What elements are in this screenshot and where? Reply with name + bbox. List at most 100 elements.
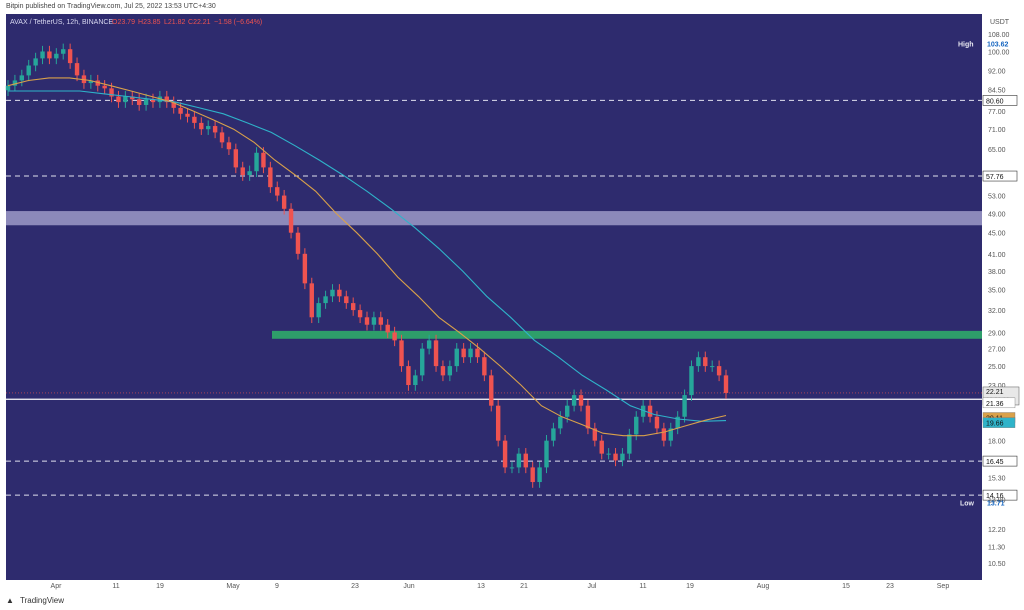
candle-body	[709, 366, 715, 368]
candle-body	[288, 208, 294, 233]
candle-body	[620, 453, 625, 461]
x-tick-label: Jul	[588, 583, 597, 590]
candle-body	[461, 348, 466, 358]
candle-body	[123, 96, 128, 103]
x-tick-label: 21	[520, 583, 528, 590]
y-tick-label: 65.00	[988, 147, 1006, 154]
candle-body	[606, 453, 611, 455]
candle-body	[565, 405, 570, 417]
level-label-box	[982, 489, 1018, 501]
low-value: 13.71	[987, 500, 1005, 507]
candle-body	[413, 375, 418, 386]
price-axis-background	[982, 14, 1024, 580]
candle-body	[703, 357, 708, 367]
y-tick-label: 35.00	[988, 288, 1006, 295]
candle-body	[150, 99, 156, 103]
candle-body	[585, 405, 591, 429]
candle-body	[640, 405, 646, 417]
candle-body	[530, 467, 535, 483]
plot-background	[6, 14, 982, 580]
candle-body	[67, 49, 73, 64]
candle-body	[599, 440, 604, 454]
candle-body	[199, 122, 204, 130]
candle-body	[219, 132, 225, 143]
candle-body	[723, 375, 729, 393]
ma-label-box	[982, 397, 1016, 409]
y-tick-label: 53.00	[988, 194, 1006, 201]
candle-body	[544, 440, 549, 468]
y-tick-label: 38.00	[988, 269, 1006, 276]
publisher-line: Bitpin published on TradingView.com, Jul…	[6, 3, 216, 10]
x-tick-label: Apr	[51, 583, 63, 590]
candle-body	[509, 467, 515, 469]
ohlc-low: L21.82	[164, 19, 186, 26]
candle-body	[254, 152, 259, 172]
candle-body	[330, 289, 335, 297]
candle-body	[558, 416, 563, 429]
level-label: 14.16	[986, 493, 1004, 500]
candle-body	[495, 405, 501, 441]
y-tick-label: 49.00	[988, 211, 1006, 218]
candle-body	[185, 113, 190, 117]
candle-body	[482, 357, 487, 376]
candle-body	[26, 65, 31, 76]
candle-body	[74, 63, 80, 76]
candle-body	[95, 80, 100, 86]
ma-label-value: 19.66	[986, 421, 1004, 428]
level-label: 16.45	[986, 459, 1004, 466]
x-tick-label: Jun	[403, 583, 414, 590]
y-tick-label: 108.00	[988, 32, 1010, 39]
x-tick-label: 19	[686, 583, 694, 590]
y-tick-label: 71.00	[988, 127, 1006, 134]
publisher-bar: Bitpin published on TradingView.com, Jul…	[0, 0, 1024, 14]
ohlc-close: C22.21	[188, 19, 211, 26]
candle-body	[634, 416, 639, 435]
level-label-box	[982, 95, 1018, 106]
candle-body	[130, 96, 135, 100]
candlestick-chart[interactable]: 80.60 57.76 16.45 14.16 108.00 100.00 92.00 84.…	[0, 14, 1024, 592]
candle-body	[468, 348, 473, 358]
ma-fast-line	[7, 77, 727, 437]
candle-body	[47, 51, 52, 59]
candle-body	[192, 116, 197, 123]
level-label-box	[982, 455, 1018, 467]
candle-body	[54, 53, 59, 59]
y-tick-label: 41.00	[988, 252, 1006, 259]
symbol-line: AVAX / TetherUS, 12h, BINANCE	[10, 19, 113, 26]
candle-body	[502, 440, 508, 468]
low-label: Low	[960, 500, 975, 507]
candle-body	[654, 416, 660, 429]
candle-body	[275, 187, 280, 196]
candle-body	[440, 366, 446, 376]
y-tick-label: 29.00	[988, 330, 1006, 337]
y-tick-label: 32.00	[988, 308, 1006, 315]
candle-body	[399, 340, 404, 367]
candle-body	[675, 416, 680, 429]
candle-body	[357, 310, 363, 318]
candle-body	[164, 96, 169, 103]
ohlc-high: H23.85	[138, 19, 161, 26]
candle-body	[337, 289, 342, 297]
candle-body	[364, 317, 370, 325]
high-label: High	[958, 41, 974, 48]
y-tick-label: 13.90	[988, 497, 1006, 504]
zone-resistance	[6, 211, 982, 226]
level-label: 57.76	[986, 174, 1004, 181]
x-tick-label: 23	[886, 583, 894, 590]
y-tick-label: 25.00	[988, 364, 1006, 371]
y-tick-label: 15.30	[988, 476, 1006, 483]
x-tick-label: 9	[275, 583, 279, 590]
candle-body	[682, 395, 687, 417]
candle-body	[240, 167, 245, 176]
y-tick-label: 23.00	[988, 383, 1006, 390]
candle-body	[475, 348, 480, 358]
x-tick-label: 15	[842, 583, 850, 590]
x-tick-label: 23	[351, 583, 359, 590]
ma-label-box	[982, 417, 1016, 428]
candle-body	[61, 49, 66, 54]
y-tick-label: 18.00	[988, 439, 1006, 446]
candle-body	[378, 317, 384, 325]
candle-body	[212, 126, 218, 133]
ohlc-open: O23.79	[112, 19, 135, 26]
x-tick-label: May	[226, 583, 240, 590]
